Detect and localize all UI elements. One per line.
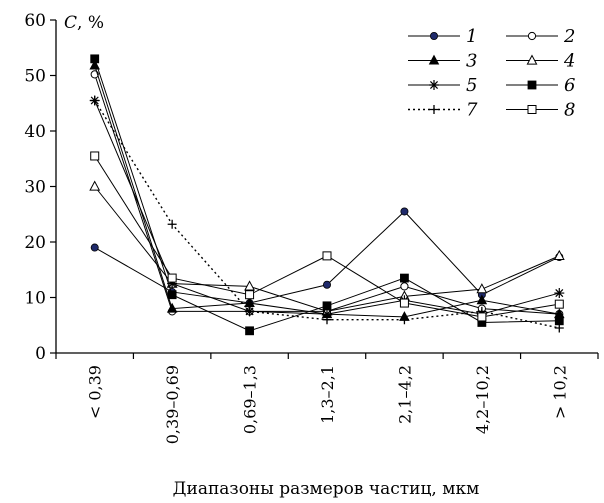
data-point [400,282,409,291]
series-8 [90,151,564,322]
legend-entry-3: 3 [408,51,477,72]
series-layer [89,54,565,336]
series-line [94,74,560,315]
legend-label: 2 [563,26,575,47]
data-point [322,280,331,289]
x-category-label: < 0,39 [86,365,105,419]
series-line [94,155,560,318]
legend-label: 1 [466,26,477,47]
legend-label: 4 [563,51,575,72]
series-line [94,186,560,312]
axes: 0 10 20 30 40 50 60 < 0,39 0,39–0,69 0,69–1,3 1,3–… [24,11,599,444]
data-point [90,95,100,105]
legend-marker [527,31,537,41]
series-line [94,58,560,332]
legend-marker [527,80,537,90]
data-point [167,219,177,229]
data-point [245,306,255,316]
x-category-label: 0,69–1,3 [241,365,260,434]
data-point [90,54,100,64]
series-line [94,65,560,318]
legend-entry-8: 8 [506,100,575,121]
data-point [322,301,332,311]
y-tick-label: 40 [24,122,46,142]
series-4 [89,180,565,316]
series-7 [90,95,564,333]
data-point [167,290,177,300]
data-point [477,312,487,322]
data-point [554,288,565,299]
legend-entry-2: 2 [506,26,575,47]
data-point [245,290,255,300]
data-point [399,298,409,308]
legend-entry-6: 6 [506,75,575,96]
data-point [244,280,256,291]
legend-marker [429,80,439,90]
x-category-label: 0,39–0,69 [163,365,182,444]
legend-marker [526,54,538,65]
data-point [90,243,99,252]
data-point [90,151,100,161]
y-tick-label: 0 [35,344,46,364]
legend-entry-7: 7 [408,100,478,121]
x-category-label: 2,1–4,2 [395,365,414,424]
data-point [167,278,178,289]
data-point [476,294,488,305]
legend-entry-4: 4 [506,51,575,72]
legend-entry-5: 5 [408,75,477,96]
y-tick-label: 60 [24,11,46,31]
x-category-label: > 10,2 [550,365,569,419]
data-point [322,251,332,261]
y-tick-label: 50 [24,67,46,87]
y-axis-label: C, % [64,13,104,33]
data-point [400,273,409,283]
data-point [399,315,409,325]
legend-label: 8 [564,100,575,121]
legend-marker [527,105,537,114]
x-axis-label: Диапазоны размеров частиц, мкм [173,479,480,499]
data-point [322,315,332,325]
legend-label: 3 [466,51,477,72]
series-line [94,100,560,329]
x-category-label: 4,2–10,2 [473,365,492,434]
data-point [554,323,564,333]
x-category-label: 1,3–2,1 [318,365,337,424]
legend-label: 5 [466,75,477,96]
y-tick-label: 10 [24,289,46,309]
data-point [245,326,254,336]
data-point [553,249,565,260]
y-axis-label-variable: C [64,13,77,33]
data-point [167,273,177,283]
y-axis-label-unit: , % [77,13,104,33]
y-tick-label: 30 [24,178,46,198]
legend-label: 6 [564,75,575,96]
data-point [554,299,564,309]
y-tick-label: 20 [24,233,46,253]
data-point [166,302,178,313]
legend: 1 2 3 4 5 6 7 8 [408,26,575,121]
legend-entry-1: 1 [408,26,477,47]
legend-marker [429,105,439,114]
legend-marker [429,32,438,41]
data-point [400,207,409,216]
legend-label: 7 [466,100,478,121]
data-point [476,283,488,294]
legend-marker [428,54,440,65]
series-6 [90,54,564,336]
series-2 [90,70,564,319]
data-point [89,180,101,191]
data-point [322,309,332,320]
